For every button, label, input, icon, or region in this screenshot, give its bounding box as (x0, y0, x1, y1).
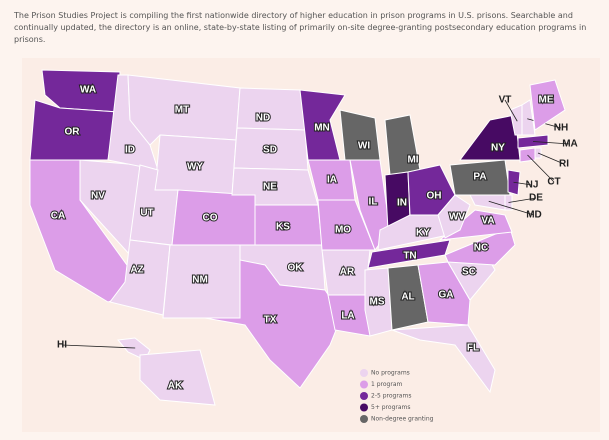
leader-line (504, 99, 518, 122)
state-label: AZ (130, 265, 143, 276)
state-label: NV (91, 191, 105, 202)
legend-label: 1 program (371, 381, 402, 388)
state-label: UT (140, 208, 153, 219)
state-label: TN (403, 251, 416, 262)
state-label: VA (481, 216, 494, 227)
state-label: NM (192, 275, 208, 286)
state-shape (339, 109, 381, 161)
state-label: SC (462, 267, 476, 278)
legend-swatch (360, 380, 368, 389)
legend-label: 5+ programs (371, 404, 411, 411)
state-label: MD (526, 210, 542, 221)
state-label: OH (427, 191, 442, 202)
state-label: DE (529, 193, 543, 204)
state-shape (139, 349, 216, 406)
leader-line (532, 141, 571, 145)
state-label: HI (57, 340, 67, 351)
state-label: WI (358, 141, 370, 152)
state-label: CT (547, 177, 560, 188)
state-label: AL (401, 292, 414, 303)
state-shape (459, 114, 521, 161)
state-shape (299, 89, 346, 161)
state-label: LA (341, 311, 354, 322)
state-shape (521, 99, 536, 136)
state-label: NE (263, 182, 277, 193)
legend-swatch (360, 392, 368, 400)
state-label: WV (449, 212, 465, 223)
leader-line (513, 181, 533, 186)
legend-label: Non-degree granting (371, 416, 434, 423)
state-shape (204, 259, 343, 389)
state-label: WA (80, 85, 96, 96)
state-label: CA (51, 211, 65, 222)
leader-line (488, 200, 535, 216)
state-label: ID (125, 145, 135, 156)
state-label: NY (491, 143, 505, 154)
state-label: MN (314, 123, 330, 134)
state-label: TX (264, 315, 277, 326)
leader-line (537, 152, 565, 165)
state-label: VT (499, 95, 512, 106)
state-shape (236, 87, 306, 131)
state-label: IN (397, 198, 407, 209)
state-shape (109, 239, 171, 316)
leader-line (508, 197, 537, 203)
state-label: RI (559, 159, 569, 170)
state-label: SD (263, 145, 277, 156)
state-shape (364, 267, 393, 337)
state-label: CO (203, 213, 218, 224)
legend-swatch (360, 415, 368, 423)
state-label: MO (335, 225, 351, 236)
state-label: WY (187, 162, 203, 173)
state-label: PA (473, 172, 486, 183)
state-label: ND (256, 113, 270, 124)
state-shape (469, 194, 506, 211)
state-shape (529, 79, 566, 131)
state-label: IL (369, 197, 378, 208)
legend-swatch (360, 369, 368, 377)
state-label: MI (407, 155, 418, 166)
state-label: AR (340, 267, 355, 278)
state-label: OR (65, 127, 81, 138)
state-label: FL (467, 343, 479, 354)
state-shape (437, 194, 471, 239)
state-shape (391, 324, 496, 394)
state-label: GA (439, 290, 454, 301)
legend-swatch (360, 403, 368, 412)
state-label: AK (168, 381, 183, 392)
state-label: MT (175, 105, 189, 116)
legend-label: 2-5 programs (371, 393, 411, 400)
state-label: ME (539, 95, 554, 106)
header-text: The Prison Studies Project is compiling … (14, 11, 587, 44)
state-label: MA (562, 139, 578, 150)
state-label: NH (554, 123, 568, 134)
leader-line (61, 344, 136, 349)
state-label: IA (327, 175, 337, 186)
legend-label: No programs (371, 370, 410, 377)
state-label: MS (370, 297, 385, 308)
state-label: NC (474, 243, 488, 254)
state-label: KY (416, 228, 430, 239)
leader-line (527, 154, 555, 183)
state-label: OK (288, 263, 304, 274)
state-label: NJ (526, 180, 539, 191)
state-label: KS (276, 222, 290, 233)
